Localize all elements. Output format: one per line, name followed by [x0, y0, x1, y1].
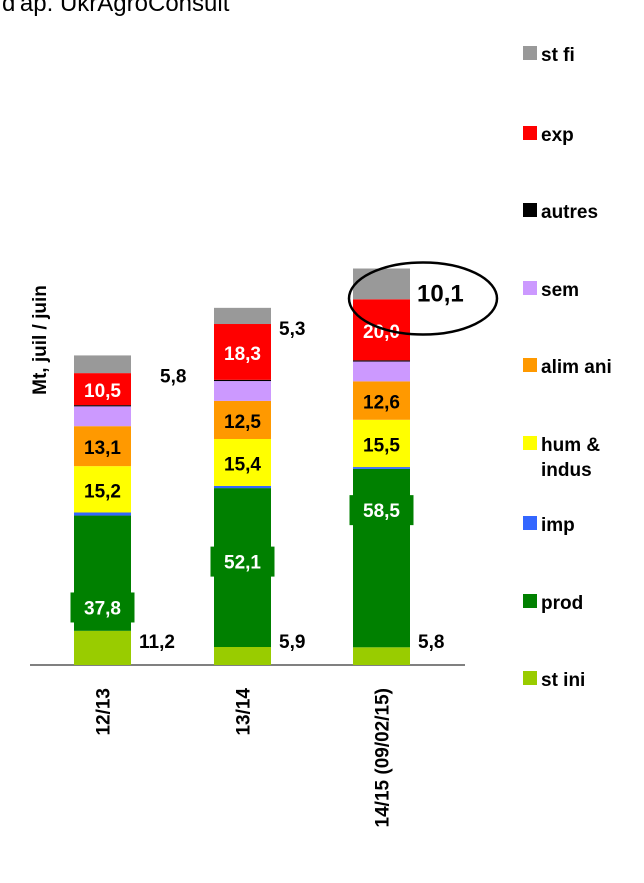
data-label-bg-prod-3 [349, 495, 414, 526]
legend-swatch-alim-ani [523, 358, 537, 372]
bar-exp-2 [214, 324, 271, 380]
legend-label-autres: autres [541, 202, 598, 223]
bar-st-fi-3 [353, 268, 410, 300]
legend-label-prod: prod [541, 593, 583, 614]
data-label-hum-indus-2: 15,4 [224, 454, 261, 475]
data-label-st-ini-3: 5,8 [418, 632, 444, 653]
bar-exp-3 [353, 299, 410, 361]
data-label-prod-1: 37,8 [84, 598, 121, 619]
bar-autres-2 [214, 379, 271, 382]
data-label-hum-indus-3: 15,5 [363, 435, 400, 456]
legend-swatch-prod [523, 594, 537, 608]
legend-swatch-hum-indus [523, 436, 537, 450]
legend-swatch-sem [523, 281, 537, 295]
bar-imp-2 [214, 485, 271, 489]
data-label-st-fi-1: 5,8 [160, 366, 186, 387]
data-label-alim-ani-2: 12,5 [224, 412, 261, 433]
legend-swatch-autres [523, 203, 537, 217]
bar-st-fi-1 [74, 355, 131, 374]
bar-sem-2 [214, 381, 271, 401]
data-label-hum-indus-1: 15,2 [84, 481, 121, 502]
bar-exp-1 [74, 373, 131, 406]
bar-hum-indus-2 [214, 438, 271, 486]
bar-sem-1 [74, 406, 131, 427]
data-label-prod-2: 52,1 [224, 553, 261, 574]
legend-label-exp: exp [541, 125, 574, 146]
legend-swatch-imp [523, 516, 537, 530]
legend-label-st-ini: st ini [541, 670, 585, 691]
category-label-2: 13/14 [234, 688, 255, 736]
data-label-exp-3: 20,0 [363, 322, 400, 343]
highlight-ellipse [347, 261, 499, 336]
bar-alim-ani-3 [353, 381, 410, 420]
category-label-3: 14/15 (09/02/15) [373, 688, 394, 827]
data-label-st-fi-2: 5,3 [279, 319, 305, 340]
legend-swatch-st-ini [523, 671, 537, 685]
bar-imp-1 [74, 512, 131, 516]
bar-st-fi-2 [214, 307, 271, 325]
data-label-st-fi-3: 10,1 [417, 281, 464, 308]
legend-label-sem: sem [541, 280, 579, 301]
data-label-exp-1: 10,5 [84, 381, 121, 402]
bar-alim-ani-2 [214, 400, 271, 439]
legend-label-hum-indus: hum & indus [541, 435, 600, 481]
legend-label-st-fi: st fi [541, 45, 575, 66]
legend-swatch-exp [523, 126, 537, 140]
data-label-st-ini-1: 11,2 [139, 632, 175, 653]
category-label-1: 12/13 [94, 688, 115, 736]
data-label-bg-prod-2 [210, 546, 275, 577]
data-label-st-ini-2: 5,9 [279, 632, 305, 653]
bar-autres-1 [74, 405, 131, 407]
data-label-exp-2: 18,3 [224, 344, 261, 365]
data-label-alim-ani-1: 13,1 [84, 438, 121, 459]
source-caption: d'ap. UkrAgroConsult [2, 0, 230, 17]
data-label-alim-ani-3: 12,6 [363, 393, 400, 414]
bar-st-ini-3 [353, 647, 410, 665]
legend-label-imp: imp [541, 515, 575, 536]
bar-autres-3 [353, 360, 410, 362]
data-label-bg-prod-1 [70, 592, 135, 623]
legend-swatch-st-fi [523, 46, 537, 60]
bar-sem-3 [353, 361, 410, 382]
bar-st-ini-1 [74, 630, 131, 665]
bar-hum-indus-1 [74, 466, 131, 513]
bar-alim-ani-1 [74, 426, 131, 467]
bar-st-ini-2 [214, 647, 271, 665]
y-axis-label: Mt, juil / juin [30, 285, 51, 395]
bar-hum-indus-3 [353, 419, 410, 468]
bar-imp-3 [353, 467, 410, 469]
data-label-prod-3: 58,5 [363, 501, 400, 522]
legend-label-alim-ani: alim ani [541, 357, 612, 378]
